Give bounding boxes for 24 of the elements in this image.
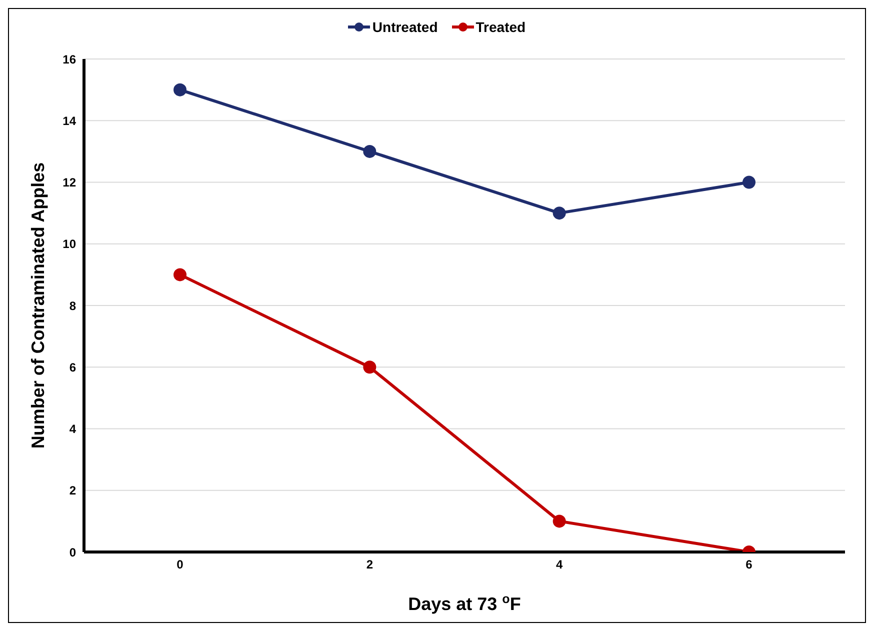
y-tick-label: 8	[69, 298, 76, 313]
point	[552, 206, 566, 220]
x-tick-label: 2	[366, 558, 374, 572]
x-tick-label: 6	[746, 558, 753, 572]
y-tick-label: 6	[69, 360, 76, 374]
point	[742, 176, 756, 189]
x-axis-title: Days at 73 $^{o}$F	[408, 592, 521, 614]
y-axis-title: Number of Contraminated Apples	[28, 162, 48, 449]
y-tick-label: 12	[62, 176, 76, 190]
y-tick-label: 14	[62, 114, 76, 128]
legend-label: Treated	[476, 19, 526, 35]
y-tick-label: 0	[69, 545, 76, 560]
x-tick-label: 0	[176, 558, 184, 572]
y-tick-label: 2	[69, 484, 76, 498]
point	[174, 268, 186, 282]
y-tick-label: 10	[62, 237, 76, 252]
point	[363, 360, 376, 374]
point	[363, 144, 376, 158]
y-tick-label: 16	[62, 52, 76, 66]
point	[174, 83, 186, 96]
x-tick-label: 4	[556, 558, 563, 572]
legend-label: Untreated	[372, 19, 438, 35]
y-tick-label: 4	[69, 422, 76, 436]
point	[552, 514, 566, 528]
